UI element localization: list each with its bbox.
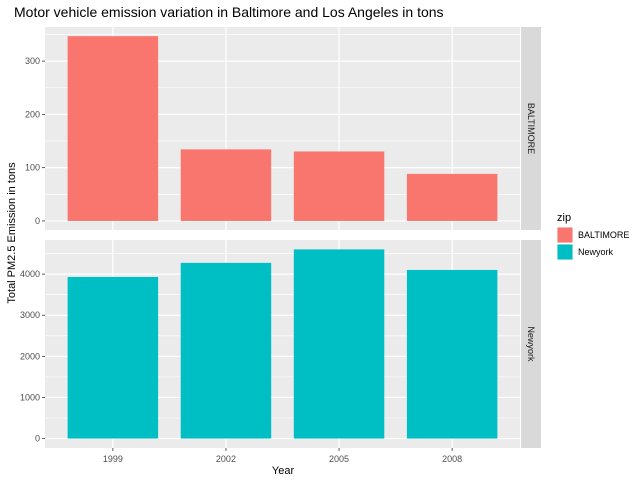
bar-baltimore-2005 [293,151,385,221]
facet-strip-label: BALTIMORE [526,103,536,154]
x-tick-label: 1999 [103,454,123,464]
y-tick-label: 100 [25,163,40,173]
chart-title: Motor vehicle emission variation in Balt… [14,4,444,20]
bar-baltimore-2002 [180,149,272,221]
legend-label-newyork: Newyork [578,247,614,257]
bar-newyork-2008 [406,269,498,439]
y-tick-label: 0 [35,434,40,444]
bar-newyork-2005 [293,249,385,439]
x-axis: 1999 2002 2005 2008 [103,448,462,464]
y-tick-label: 0 [35,216,40,226]
x-tick-label: 2008 [442,454,462,464]
panel-baltimore: 0 100 200 300 BALTIMORE [25,27,541,230]
facet-strip-label: Newyork [526,326,536,362]
y-tick-label: 3000 [20,310,40,320]
x-axis-title: Year [272,465,295,477]
facet-panels: 0 100 200 300 BALTIMORE 0 1000 2000 3000 4000 Newy… [20,27,541,464]
y-tick-label: 300 [25,56,40,66]
legend: zip BALTIMORE Newyork [557,212,629,260]
legend-swatch-newyork [557,244,573,260]
legend-label-baltimore: BALTIMORE [578,230,629,240]
y-tick-label: 200 [25,109,40,119]
y-tick-label: 1000 [20,392,40,402]
facet-strip [521,240,541,448]
bar-baltimore-2008 [406,173,498,221]
x-tick-label: 2005 [329,454,349,464]
legend-title: zip [557,212,571,224]
facet-strip [521,27,541,230]
bar-baltimore-1999 [67,36,159,221]
y-axis-title: Total PM2.5 Emission in tons [6,162,18,304]
bar-newyork-2002 [180,262,272,439]
x-tick-label: 2002 [216,454,236,464]
panel-newyork: 0 1000 2000 3000 4000 Newyork [20,240,541,448]
y-tick-label: 4000 [20,269,40,279]
y-tick-label: 2000 [20,351,40,361]
bar-newyork-1999 [67,276,159,439]
legend-swatch-baltimore [557,227,573,243]
